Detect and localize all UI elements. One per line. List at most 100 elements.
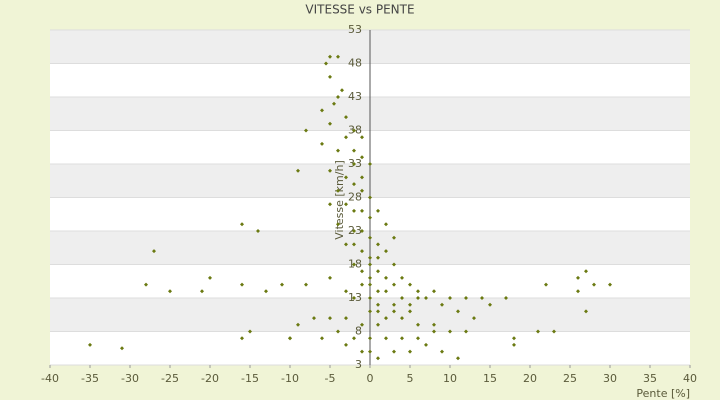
point <box>368 296 372 300</box>
point <box>504 296 508 300</box>
point <box>432 322 436 327</box>
point <box>440 302 444 307</box>
point <box>608 282 612 287</box>
point <box>248 329 252 334</box>
point <box>360 349 364 354</box>
point <box>368 282 372 287</box>
x-tick-label: 10 <box>443 372 457 385</box>
point <box>456 356 460 361</box>
point <box>336 54 340 59</box>
point <box>344 202 348 207</box>
point <box>376 322 380 327</box>
point <box>240 282 244 287</box>
point <box>536 329 540 334</box>
x-tick-label: 20 <box>523 372 537 385</box>
point <box>240 336 244 341</box>
point <box>200 289 204 294</box>
point <box>336 329 340 334</box>
point <box>512 342 516 347</box>
point <box>384 336 388 341</box>
point <box>464 329 468 334</box>
point <box>368 195 372 200</box>
point <box>296 168 300 173</box>
point <box>408 302 412 307</box>
point <box>368 235 372 240</box>
point <box>336 95 340 99</box>
point <box>376 242 380 247</box>
point <box>416 289 420 294</box>
point <box>416 322 420 327</box>
point <box>416 296 420 300</box>
point <box>320 108 324 113</box>
point <box>320 336 324 341</box>
point <box>376 309 380 314</box>
x-tick-label: -5 <box>325 372 336 385</box>
x-tick-label: -15 <box>241 372 259 385</box>
point <box>264 289 268 294</box>
point <box>392 349 396 354</box>
point <box>336 148 340 153</box>
point <box>360 135 364 140</box>
point <box>400 336 404 341</box>
point <box>352 296 356 300</box>
point <box>344 242 348 247</box>
point <box>424 342 428 347</box>
point <box>360 249 364 254</box>
y-tick-label: 53 <box>348 23 362 36</box>
point <box>120 346 124 351</box>
point <box>368 262 372 267</box>
point <box>312 316 316 321</box>
point <box>352 162 356 166</box>
point <box>360 322 364 327</box>
point <box>448 296 452 300</box>
point <box>576 289 580 294</box>
point <box>360 188 364 193</box>
point <box>384 289 388 294</box>
point <box>392 235 396 240</box>
y-tick-label: 8 <box>355 325 362 338</box>
point <box>360 229 364 233</box>
point <box>344 115 348 120</box>
point <box>368 336 372 341</box>
point <box>376 208 380 213</box>
point <box>376 302 380 307</box>
point <box>432 329 436 334</box>
point <box>256 229 260 233</box>
point <box>328 168 332 173</box>
point <box>376 289 380 294</box>
point <box>336 222 340 227</box>
y-tick-label: 3 <box>355 358 362 371</box>
point <box>376 269 380 274</box>
point <box>408 349 412 354</box>
point <box>352 148 356 153</box>
point <box>368 309 372 314</box>
point <box>344 175 348 180</box>
point <box>488 302 492 307</box>
point <box>368 215 372 220</box>
point <box>408 309 412 314</box>
chart-title: VITESSE vs PENTE <box>305 3 414 17</box>
point <box>352 128 356 133</box>
point <box>360 208 364 213</box>
point <box>328 202 332 207</box>
x-tick-label: -10 <box>281 372 299 385</box>
point <box>384 275 388 280</box>
point <box>384 316 388 321</box>
point <box>424 296 428 300</box>
point <box>296 322 300 327</box>
point <box>392 282 396 287</box>
point <box>336 188 340 193</box>
point <box>360 155 364 160</box>
point <box>344 316 348 321</box>
point <box>320 141 324 146</box>
point <box>416 336 420 341</box>
x-tick-label: -20 <box>201 372 219 385</box>
point <box>88 342 92 347</box>
point <box>152 249 156 254</box>
y-axis-label: Vitesse [km/h] <box>333 160 346 240</box>
x-tick-label: 40 <box>683 372 697 385</box>
point <box>344 135 348 140</box>
point <box>432 289 436 294</box>
y-tick-label: 28 <box>348 191 362 204</box>
